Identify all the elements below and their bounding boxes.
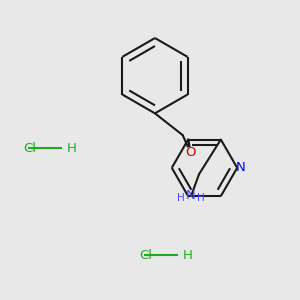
Text: H: H [67,142,77,154]
Text: H: H [183,248,193,262]
Text: O: O [185,146,196,160]
Text: N: N [235,161,245,174]
Text: Cl: Cl [23,142,36,154]
Text: H: H [197,193,205,203]
Text: N: N [186,190,196,202]
Text: H: H [177,193,185,203]
Text: Cl: Cl [139,248,152,262]
